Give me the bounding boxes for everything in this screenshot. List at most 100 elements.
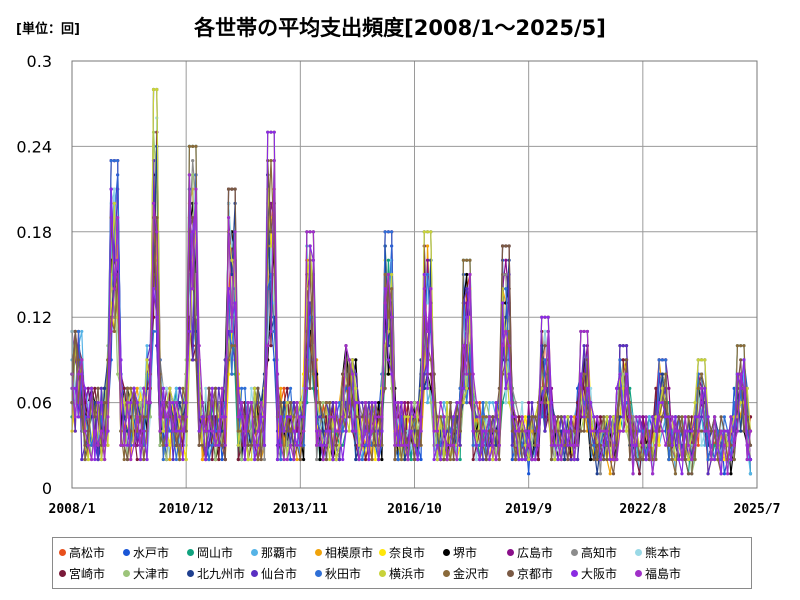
legend-label: 北九州市: [197, 567, 246, 581]
series-point: [406, 457, 410, 462]
series-point: [129, 386, 133, 390]
legend-item: 水戸市: [123, 542, 187, 563]
series-point: [135, 386, 139, 390]
series-point: [328, 401, 332, 405]
series-point: [703, 386, 707, 390]
series-point: [96, 401, 100, 405]
legend-item: 京都市: [507, 563, 571, 584]
series-point: [465, 315, 469, 319]
legend-swatch: [507, 549, 514, 556]
series-point: [553, 443, 557, 447]
series-point: [527, 429, 531, 433]
series-point: [667, 443, 671, 447]
series-point: [210, 457, 214, 462]
series-point: [217, 386, 221, 390]
series-point: [282, 401, 286, 405]
series-point: [191, 358, 195, 362]
series-point: [481, 443, 485, 447]
series-point: [471, 443, 475, 447]
series-point: [739, 429, 743, 433]
series-point: [122, 386, 126, 390]
series-point: [76, 358, 81, 362]
series-point: [536, 443, 541, 447]
series-point: [478, 457, 482, 462]
series-point: [465, 258, 469, 262]
series-point: [396, 443, 400, 447]
legend-label: 熊本市: [645, 546, 682, 560]
legend-item: 横浜市: [379, 563, 443, 584]
series-point: [390, 230, 394, 234]
series-point: [624, 372, 629, 376]
series-point: [409, 443, 413, 447]
legend-swatch: [315, 549, 322, 556]
legend-swatch: [635, 570, 642, 577]
series-point: [135, 401, 139, 405]
series-point: [181, 429, 185, 433]
series-point: [559, 415, 563, 419]
series-point: [556, 457, 560, 462]
series-point: [465, 287, 469, 291]
series-point: [204, 429, 208, 433]
series-point: [592, 443, 596, 447]
series-point: [174, 401, 178, 405]
series-point: [321, 415, 325, 419]
series-point: [334, 443, 338, 447]
series-point: [178, 429, 182, 433]
series-point: [321, 429, 325, 433]
series-point: [106, 443, 110, 447]
series-point: [556, 443, 560, 447]
series-point: [732, 386, 736, 390]
series-point: [138, 401, 143, 405]
series-point: [249, 457, 254, 462]
series-point: [520, 415, 524, 419]
series-point: [83, 429, 87, 433]
series-point: [660, 415, 665, 419]
series-point: [465, 272, 469, 277]
series-point: [455, 401, 459, 405]
series-point: [442, 415, 446, 419]
series-point: [680, 415, 684, 419]
series-point: [572, 415, 576, 419]
series-point: [677, 429, 681, 433]
series-point: [246, 443, 250, 447]
series-point: [76, 415, 81, 419]
series-point: [331, 401, 335, 405]
series-point: [409, 401, 413, 405]
series-point: [618, 415, 622, 419]
series-point: [540, 401, 544, 405]
series-point: [112, 159, 117, 163]
series-point: [448, 443, 452, 447]
series-point: [559, 429, 563, 433]
series-point: [517, 457, 521, 462]
series-point: [660, 429, 665, 433]
series-point: [194, 187, 198, 191]
series-point: [262, 457, 267, 462]
series-point: [99, 386, 103, 390]
series-point: [288, 457, 293, 462]
series-point: [164, 457, 169, 462]
series-point: [699, 415, 704, 419]
series-point: [168, 429, 172, 433]
series-point: [520, 401, 524, 405]
series-point: [269, 344, 273, 348]
series-point: [533, 415, 537, 419]
series-point: [683, 415, 687, 419]
series-point: [719, 415, 723, 419]
series-point: [530, 457, 534, 462]
series-point: [386, 230, 391, 234]
series-point: [207, 429, 211, 433]
series-point: [360, 457, 364, 462]
series-point: [611, 415, 616, 419]
series-point: [334, 429, 338, 433]
series-point: [647, 415, 651, 419]
series-point: [138, 457, 143, 462]
series-point: [452, 443, 456, 447]
series-point: [621, 358, 625, 362]
series-point: [240, 386, 244, 390]
series-point: [328, 415, 332, 419]
series-point: [527, 401, 531, 405]
series-point: [109, 159, 113, 163]
series-point: [667, 386, 671, 390]
series-point: [735, 344, 740, 348]
series-point: [386, 372, 391, 376]
